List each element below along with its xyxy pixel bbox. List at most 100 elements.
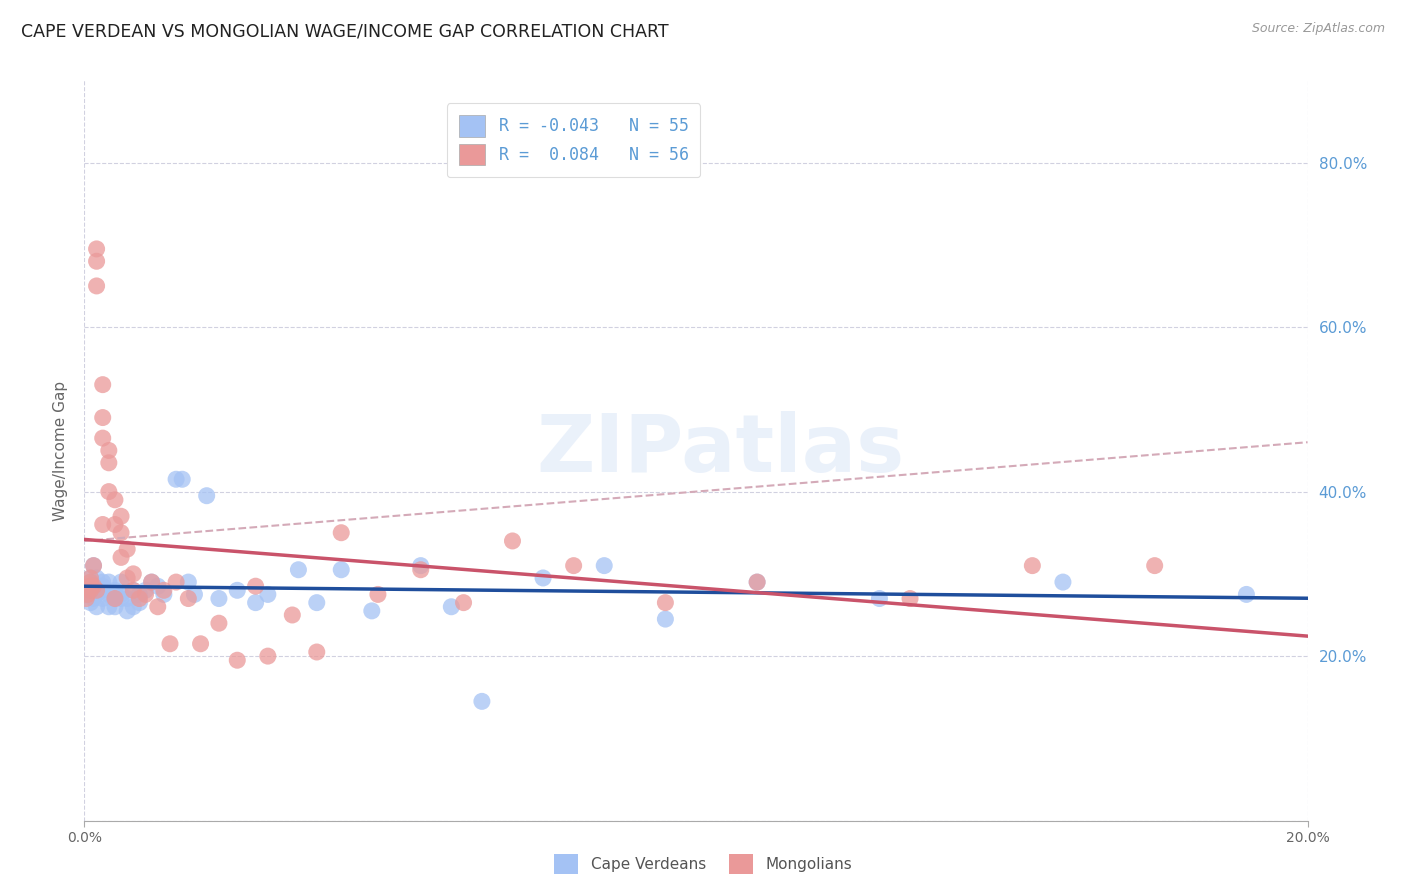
Point [135,583,157,598]
Point [165,472,187,486]
Point [110,525,132,540]
Point [141,575,163,590]
Point [153,583,176,598]
Point [409,558,432,573]
Point [110,587,132,601]
Point [104,492,127,507]
Point [287,563,309,577]
Point [91,591,114,606]
Point [104,591,127,606]
Point [83,558,105,573]
Point [79,596,101,610]
Point [86,571,108,585]
Point [76,587,98,601]
Point [183,587,205,601]
Point [195,489,218,503]
Point [83,591,105,606]
Text: Source: ZipAtlas.com: Source: ZipAtlas.com [1251,22,1385,36]
Point [165,575,187,590]
Point [146,599,169,614]
Point [135,587,157,601]
Point [562,558,585,573]
Point [257,649,280,664]
Point [104,517,127,532]
Point [86,599,108,614]
Point [91,583,114,598]
Point [177,591,200,606]
Point [208,591,231,606]
Point [86,587,108,601]
Point [226,653,249,667]
Point [91,377,114,392]
Point [869,591,891,606]
Point [77,579,100,593]
Point [79,583,101,598]
Legend: Cape Verdeans, Mongolians: Cape Verdeans, Mongolians [548,848,858,880]
Point [122,599,145,614]
Point [91,431,114,445]
Point [159,637,181,651]
Point [245,579,267,593]
Point [79,571,101,585]
Point [110,575,132,590]
Point [91,517,114,532]
Point [110,509,132,524]
Point [76,587,98,601]
Point [91,575,114,590]
Y-axis label: Wage/Income Gap: Wage/Income Gap [53,380,69,521]
Point [330,525,353,540]
Point [91,579,114,593]
Point [141,575,163,590]
Point [409,563,432,577]
Point [146,579,169,593]
Point [305,596,328,610]
Point [115,571,138,585]
Point [89,579,111,593]
Point [122,566,145,581]
Point [1143,558,1166,573]
Point [83,579,105,593]
Point [190,637,212,651]
Point [91,410,114,425]
Point [281,607,304,622]
Point [104,599,127,614]
Point [208,616,231,631]
Point [97,587,120,601]
Point [654,596,676,610]
Text: ZIPatlas: ZIPatlas [536,411,904,490]
Point [97,599,120,614]
Legend: R = -0.043   N = 55, R =  0.084   N = 56: R = -0.043 N = 55, R = 0.084 N = 56 [447,103,700,178]
Point [747,575,769,590]
Point [153,587,176,601]
Point [122,583,145,598]
Point [226,583,249,598]
Point [86,279,108,293]
Point [115,542,138,557]
Point [79,579,101,593]
Point [86,583,108,598]
Point [531,571,554,585]
Point [122,583,145,598]
Point [1021,558,1043,573]
Point [79,571,101,585]
Point [367,587,389,601]
Point [86,254,108,268]
Text: CAPE VERDEAN VS MONGOLIAN WAGE/INCOME GAP CORRELATION CHART: CAPE VERDEAN VS MONGOLIAN WAGE/INCOME GA… [21,22,669,40]
Point [257,587,280,601]
Point [128,596,150,610]
Point [115,591,138,606]
Point [502,533,524,548]
Point [305,645,328,659]
Point [172,472,194,486]
Point [97,456,120,470]
Point [747,575,769,590]
Point [440,599,463,614]
Point [128,587,150,601]
Point [453,596,475,610]
Point [97,484,120,499]
Point [104,591,127,606]
Point [128,591,150,606]
Point [110,591,132,606]
Point [110,550,132,565]
Point [83,558,105,573]
